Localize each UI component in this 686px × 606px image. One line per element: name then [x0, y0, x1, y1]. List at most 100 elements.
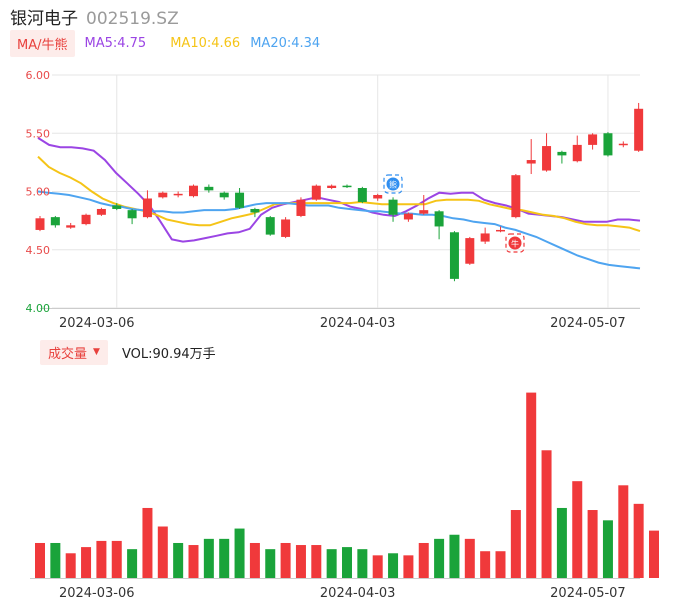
volume-series: [35, 392, 659, 578]
volume-date-tick-label: 2024-03-06: [59, 586, 135, 601]
candle-body: [526, 160, 536, 164]
price-tick-label: 5.50: [26, 127, 51, 140]
volume-legend-bar: 成交量 ▼ VOL:90.94万手: [40, 339, 216, 365]
volume-bar: [203, 538, 214, 578]
volume-date-tick-label: 2024-05-07: [550, 586, 626, 601]
candle-body: [265, 217, 275, 235]
stock-code: 002519.SZ: [86, 9, 179, 29]
volume-date-tick-label: 2024-04-03: [320, 586, 396, 601]
volume-value: VOL:90.94万手: [121, 346, 216, 362]
candle-body: [342, 185, 352, 188]
price-tick-label: 5.00: [26, 186, 51, 199]
volume-bar: [81, 547, 92, 578]
bear-signal-frame: [383, 174, 403, 194]
volume-bar: [618, 485, 629, 578]
volume-bar: [157, 526, 168, 578]
volume-bar: [649, 530, 659, 578]
candle-body: [127, 210, 137, 219]
volume-bar: [418, 542, 429, 578]
volume-bar: [372, 555, 383, 578]
volume-selector-label: 成交量: [48, 346, 88, 362]
volume-bar: [464, 538, 475, 578]
candle-body: [96, 208, 106, 215]
candle-body: [634, 108, 644, 151]
candle-body: [81, 214, 91, 225]
candle-body: [142, 198, 152, 218]
volume-bar: [572, 481, 583, 578]
price-tick-label: 4.00: [26, 302, 51, 315]
bull-signal-label: 牛: [511, 239, 519, 249]
volume-bar: [587, 510, 598, 578]
volume-bar: [188, 545, 199, 578]
volume-bar: [449, 534, 460, 578]
candle-body: [35, 218, 45, 230]
candle-body: [388, 199, 398, 215]
volume-bar: [495, 551, 506, 578]
volume-selector-button[interactable]: 成交量 ▼: [40, 339, 108, 365]
date-tick-label: 2024-05-07: [550, 316, 626, 331]
volume-bar: [65, 553, 76, 578]
volume-bar: [219, 538, 230, 578]
candle-body: [112, 205, 122, 209]
volume-bar: [234, 528, 245, 578]
volume-bar: [35, 542, 45, 578]
candle-body: [618, 143, 628, 146]
volume-bar: [357, 549, 368, 578]
date-tick-label: 2024-03-06: [59, 316, 135, 331]
volume-bar: [342, 547, 352, 578]
candle-body: [281, 219, 291, 237]
volume-bar: [526, 392, 537, 578]
ma20-label: MA20:4.34: [250, 35, 321, 51]
candle-body: [311, 185, 321, 200]
bull-signal-frame: [505, 233, 525, 253]
candle-body: [511, 175, 521, 218]
candle-body: [403, 213, 413, 220]
candle-body: [434, 211, 444, 227]
candle-body: [235, 192, 245, 208]
candle-body: [373, 194, 383, 199]
volume-bar: [249, 542, 260, 578]
price-grid: [30, 74, 640, 579]
volume-bar: [602, 520, 613, 578]
indicator-selector-button[interactable]: MA/牛熊: [10, 29, 75, 57]
ma20-line: [37, 190, 641, 270]
candle-body: [219, 192, 229, 198]
axis-labels: 6.00 5.50 5.00 4.50 4.00 2024-03-06 2024-04-03…: [26, 69, 626, 601]
candle-body: [449, 232, 459, 279]
volume-bar: [633, 503, 644, 578]
price-tick-label: 6.00: [26, 69, 51, 82]
candle-body: [204, 186, 214, 191]
candle-body: [603, 133, 613, 156]
candle-body: [250, 208, 260, 213]
candle-body: [480, 233, 490, 242]
volume-bar: [295, 545, 306, 578]
ma-legend-bar: MA/牛熊 MA5:4.75 MA10:4.66 MA20:4.34: [10, 29, 321, 57]
date-tick-label: 2024-04-03: [320, 316, 396, 331]
volume-bar: [480, 551, 491, 578]
candle-body: [465, 238, 475, 264]
candle-body: [588, 134, 598, 145]
volume-bar: [388, 553, 399, 578]
volume-bar: [280, 542, 291, 578]
candle-body: [189, 185, 198, 197]
price-tick-label: 4.50: [26, 244, 51, 257]
candlestick-series: [35, 102, 644, 282]
volume-bar: [556, 507, 567, 578]
candle-body: [158, 192, 168, 198]
volume-bar: [173, 542, 184, 578]
bear-signal-label: 熊: [389, 180, 397, 190]
moving-average-lines: [37, 137, 641, 270]
volume-bar: [111, 540, 122, 578]
volume-bar: [403, 555, 414, 578]
signal-markers: 熊牛: [383, 174, 525, 253]
caret-down-icon: ▼: [93, 347, 100, 357]
volume-bar: [265, 549, 276, 578]
ma5-label: MA5:4.75: [84, 35, 147, 51]
candle-body: [357, 188, 367, 202]
volume-bar: [434, 538, 445, 578]
candle-body: [496, 229, 505, 232]
candle-body: [419, 210, 429, 214]
ma10-label: MA10:4.66: [170, 35, 241, 51]
candle-body: [50, 217, 60, 226]
